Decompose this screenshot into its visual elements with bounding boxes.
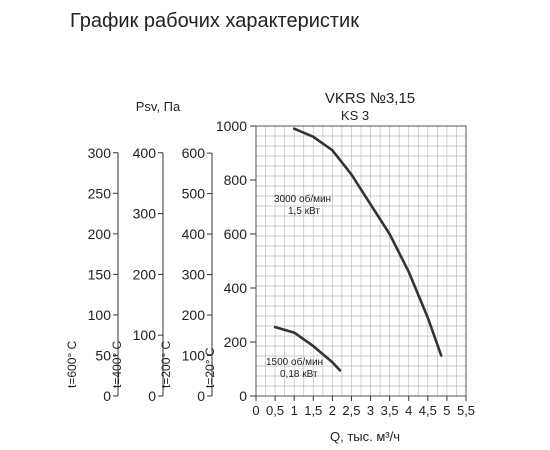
- temperature-scale-label: t=20° C: [203, 347, 217, 388]
- x-tick-label: 5,5: [457, 403, 475, 418]
- temperature-tick-label: 100: [182, 348, 206, 364]
- series-label: 1,5 кВт: [288, 206, 320, 217]
- series-label: 3000 об/мин: [274, 193, 331, 205]
- series-curve: [273, 325, 342, 372]
- temperature-tick-label: 400: [133, 145, 157, 161]
- chart-subtitle: KS 3: [341, 108, 369, 123]
- temperature-scale-label: t=400° C: [110, 341, 124, 388]
- y-tick-label: 200: [224, 334, 248, 350]
- temperature-tick-label: 300: [182, 267, 206, 283]
- temperature-tick-label: 100: [133, 327, 157, 343]
- x-tick-label: 2,5: [342, 403, 360, 418]
- temperature-tick-label: 200: [133, 266, 157, 282]
- temperature-tick-label: 200: [88, 226, 112, 242]
- x-axis-label: Q, тыс. м³/ч: [330, 429, 400, 444]
- temperature-scale-label: t=200° C: [159, 341, 173, 388]
- x-tick-label: 0,5: [266, 403, 284, 418]
- page-title: График рабочих характеристик: [70, 10, 359, 32]
- x-tick-label: 1,5: [304, 403, 322, 418]
- temperature-tick-label: 50: [95, 347, 111, 363]
- x-tick-label: 0: [252, 403, 259, 418]
- x-tick-label: 4: [405, 403, 412, 418]
- y-tick-label: 600: [224, 226, 248, 242]
- series-curve: [292, 127, 443, 357]
- y-tick-label: 1000: [216, 118, 247, 134]
- temperature-tick-label: 0: [148, 388, 156, 404]
- series-label: 1500 об/мин: [266, 356, 323, 368]
- chart-title: VKRS №3,15: [325, 90, 415, 107]
- y-tick-label: 400: [224, 280, 248, 296]
- temperature-tick-label: 500: [182, 186, 206, 202]
- x-tick-label: 3,5: [381, 403, 399, 418]
- temperature-tick-label: 200: [182, 307, 206, 323]
- temperature-tick-label: 0: [103, 388, 111, 404]
- temperature-tick-label: 300: [88, 145, 112, 161]
- series-label: 0,18 кВт: [280, 369, 318, 380]
- x-tick-label: 1: [291, 403, 298, 418]
- x-tick-label: 2: [329, 403, 336, 418]
- x-tick-label: 5: [443, 403, 450, 418]
- y-axis-label: Psv, Па: [136, 99, 181, 114]
- y-tick-label: 0: [239, 388, 247, 404]
- plot-frame: [255, 125, 467, 397]
- temperature-tick-label: 250: [88, 185, 112, 201]
- temperature-scale-label: t=600° C: [65, 341, 79, 388]
- temperature-tick-label: 600: [182, 145, 206, 161]
- x-tick-label: 3: [367, 403, 374, 418]
- x-tick-label: 4,5: [419, 403, 437, 418]
- temperature-tick-label: 150: [88, 266, 112, 282]
- temperature-tick-label: 100: [88, 307, 112, 323]
- temperature-tick-label: 0: [197, 388, 205, 404]
- temperature-tick-label: 400: [182, 226, 206, 242]
- y-tick-label: 800: [224, 172, 248, 188]
- temperature-tick-label: 300: [133, 206, 157, 222]
